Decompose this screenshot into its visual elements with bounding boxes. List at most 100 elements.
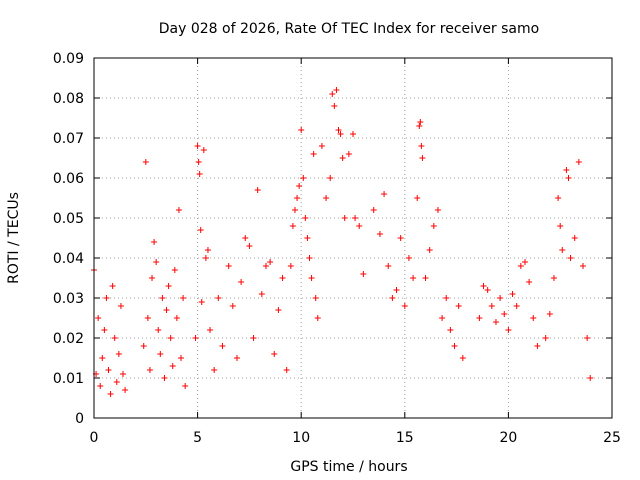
data-point bbox=[331, 103, 338, 109]
data-point bbox=[165, 283, 172, 289]
y-axis-label: ROTI / TECUs bbox=[6, 192, 22, 284]
y-tick-label: 0 bbox=[75, 411, 84, 427]
x-tick-label: 0 bbox=[90, 430, 99, 446]
data-point bbox=[161, 375, 168, 381]
data-point bbox=[414, 195, 421, 201]
data-point bbox=[329, 91, 336, 97]
data-point bbox=[341, 215, 348, 221]
data-point bbox=[318, 143, 325, 149]
data-point bbox=[526, 279, 533, 285]
data-point bbox=[381, 191, 388, 197]
data-point bbox=[360, 271, 367, 277]
data-point bbox=[579, 263, 586, 269]
data-point bbox=[113, 379, 120, 385]
data-point bbox=[356, 223, 363, 229]
tick-labels: 0 0.01 0.02 0.03 0.04 0.05 0.06 0.07 0.08 0.09 0 5 1… bbox=[53, 51, 621, 446]
data-point bbox=[534, 343, 541, 349]
data-point bbox=[337, 131, 344, 137]
data-point bbox=[430, 223, 437, 229]
data-point bbox=[447, 327, 454, 333]
data-point bbox=[352, 215, 359, 221]
data-point bbox=[439, 315, 446, 321]
y-tick-label: 0.07 bbox=[53, 131, 84, 147]
data-point bbox=[312, 295, 319, 301]
data-point bbox=[410, 275, 417, 281]
data-point bbox=[492, 319, 499, 325]
data-point bbox=[401, 303, 408, 309]
y-tick-label: 0.02 bbox=[53, 331, 84, 347]
data-point bbox=[565, 175, 572, 181]
data-point bbox=[497, 295, 504, 301]
data-point bbox=[207, 327, 214, 333]
data-point bbox=[327, 175, 334, 181]
data-point bbox=[416, 123, 423, 129]
data-point bbox=[345, 151, 352, 157]
data-point bbox=[323, 195, 330, 201]
data-point bbox=[195, 159, 202, 165]
data-point bbox=[169, 363, 176, 369]
data-point bbox=[267, 259, 274, 265]
data-point bbox=[197, 227, 204, 233]
data-point bbox=[171, 267, 178, 273]
y-tick-label: 0.03 bbox=[53, 291, 84, 307]
data-point bbox=[250, 335, 257, 341]
data-point bbox=[289, 223, 296, 229]
data-point bbox=[254, 187, 261, 193]
data-point bbox=[144, 315, 151, 321]
data-point bbox=[192, 335, 199, 341]
data-point bbox=[283, 367, 290, 373]
y-tick-label: 0.01 bbox=[53, 371, 84, 387]
data-point bbox=[557, 223, 564, 229]
data-point bbox=[167, 335, 174, 341]
x-tick-label: 5 bbox=[193, 430, 202, 446]
data-point bbox=[563, 167, 570, 173]
data-point bbox=[389, 295, 396, 301]
data-point bbox=[200, 147, 207, 153]
data-point bbox=[115, 351, 122, 357]
plot-frame bbox=[93, 57, 613, 419]
data-point bbox=[567, 255, 574, 261]
data-point bbox=[434, 207, 441, 213]
data-point bbox=[149, 275, 156, 281]
data-point bbox=[215, 295, 222, 301]
axis-ticks bbox=[93, 57, 613, 419]
y-tick-label: 0.08 bbox=[53, 91, 84, 107]
data-point bbox=[310, 151, 317, 157]
x-tick-label: 15 bbox=[396, 430, 414, 446]
data-point bbox=[291, 207, 298, 213]
data-point bbox=[107, 391, 114, 397]
data-point bbox=[546, 311, 553, 317]
data-point bbox=[571, 235, 578, 241]
data-point bbox=[476, 315, 483, 321]
data-point bbox=[196, 171, 203, 177]
data-point bbox=[505, 327, 512, 333]
data-point bbox=[550, 275, 557, 281]
data-point bbox=[225, 263, 232, 269]
data-point bbox=[246, 243, 253, 249]
grid-lines bbox=[94, 58, 612, 418]
data-point bbox=[204, 247, 211, 253]
data-point bbox=[151, 239, 158, 245]
data-point bbox=[101, 327, 108, 333]
data-point bbox=[258, 291, 265, 297]
data-point bbox=[575, 159, 582, 165]
data-point bbox=[105, 367, 112, 373]
data-point bbox=[422, 275, 429, 281]
x-axis-label: GPS time / hours bbox=[290, 459, 407, 475]
x-tick-label: 10 bbox=[292, 430, 310, 446]
data-point bbox=[117, 303, 124, 309]
data-point bbox=[109, 283, 116, 289]
data-point bbox=[584, 335, 591, 341]
data-point bbox=[173, 315, 180, 321]
y-tick-label: 0.05 bbox=[53, 211, 84, 227]
data-point bbox=[142, 159, 149, 165]
data-point bbox=[211, 367, 218, 373]
data-point bbox=[182, 383, 189, 389]
y-tick-label: 0.06 bbox=[53, 171, 84, 187]
data-point bbox=[419, 155, 426, 161]
data-point bbox=[306, 255, 313, 261]
data-point bbox=[335, 127, 342, 133]
data-point bbox=[159, 295, 166, 301]
data-point bbox=[333, 87, 340, 93]
